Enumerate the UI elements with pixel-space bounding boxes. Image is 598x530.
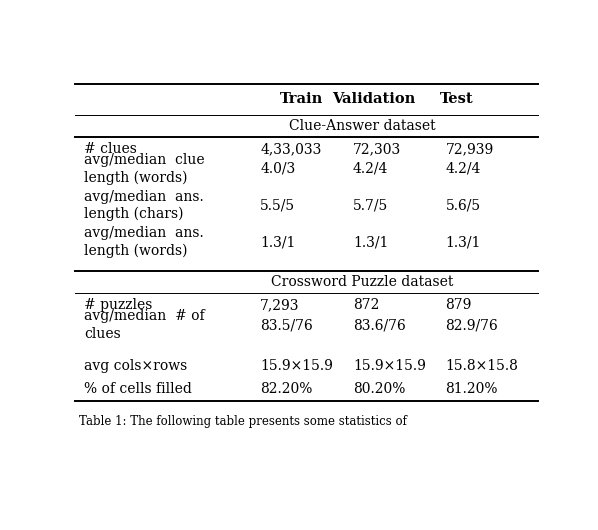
Text: 5.5/5: 5.5/5 [260,199,295,213]
Text: 81.20%: 81.20% [446,382,498,396]
Text: avg/median  ans.
length (chars): avg/median ans. length (chars) [84,190,204,222]
Text: 15.8×15.8: 15.8×15.8 [446,359,518,373]
Text: avg/median  # of
clues: avg/median # of clues [84,310,205,341]
Text: 82.9/76: 82.9/76 [446,318,498,332]
Text: 1.3/1: 1.3/1 [353,235,388,249]
Text: 7,293: 7,293 [260,298,300,312]
Text: Test: Test [440,92,474,107]
Text: # puzzles: # puzzles [84,298,152,312]
Text: 83.5/76: 83.5/76 [260,318,313,332]
Text: avg cols×rows: avg cols×rows [84,359,187,373]
Text: 4.2/4: 4.2/4 [353,162,388,176]
Text: 83.6/76: 83.6/76 [353,318,405,332]
Text: Clue-Answer dataset: Clue-Answer dataset [289,119,435,133]
Text: 72,303: 72,303 [353,142,401,156]
Text: 4,33,033: 4,33,033 [260,142,322,156]
Text: 80.20%: 80.20% [353,382,405,396]
Text: # clues: # clues [84,142,137,156]
Text: 82.20%: 82.20% [260,382,313,396]
Text: 5.6/5: 5.6/5 [446,199,481,213]
Text: 5.7/5: 5.7/5 [353,199,388,213]
Text: 72,939: 72,939 [446,142,494,156]
Text: 1.3/1: 1.3/1 [260,235,295,249]
Text: 4.2/4: 4.2/4 [446,162,481,176]
Text: 15.9×15.9: 15.9×15.9 [260,359,333,373]
Text: 15.9×15.9: 15.9×15.9 [353,359,426,373]
Text: avg/median  clue
length (words): avg/median clue length (words) [84,153,205,185]
Text: Table 1: The following table presents some statistics of: Table 1: The following table presents so… [80,416,407,428]
Text: % of cells filled: % of cells filled [84,382,192,396]
Text: 879: 879 [446,298,472,312]
Text: Train: Train [280,92,324,107]
Text: Validation: Validation [332,92,415,107]
Text: 4.0/3: 4.0/3 [260,162,295,176]
Text: Crossword Puzzle dataset: Crossword Puzzle dataset [271,275,453,289]
Text: 1.3/1: 1.3/1 [446,235,481,249]
Text: 872: 872 [353,298,379,312]
Text: avg/median  ans.
length (words): avg/median ans. length (words) [84,226,204,258]
